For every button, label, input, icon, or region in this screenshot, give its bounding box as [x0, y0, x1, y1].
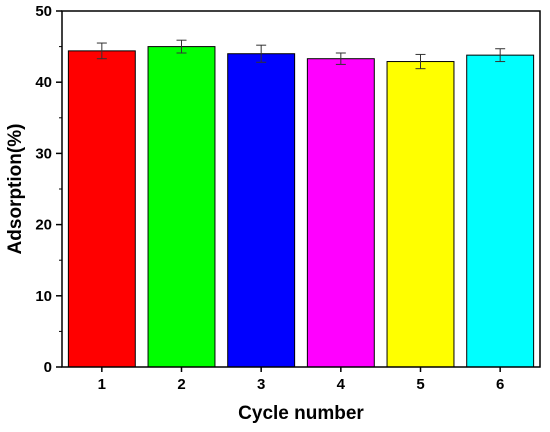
y-tick-label: 50 [35, 3, 52, 20]
bars-group [67, 46, 535, 368]
x-tick-label: 3 [257, 376, 265, 393]
y-tick-label: 10 [35, 288, 52, 305]
error-bars-group [96, 39, 506, 70]
bar-cycle-1 [67, 50, 136, 368]
x-tick-label: 4 [337, 376, 346, 393]
y-tick-label: 30 [35, 145, 52, 162]
y-tick-label: 40 [35, 74, 52, 91]
bar-cycle-6 [466, 54, 535, 368]
x-tick-label: 6 [496, 376, 504, 393]
bar-cycle-3 [227, 53, 296, 368]
bar-cycle-4 [306, 58, 375, 368]
bar-cycle-2 [147, 46, 216, 368]
y-axis-title: Adsorption(%) [5, 124, 26, 255]
bar-cycle-5 [386, 61, 455, 368]
x-axis-title: Cycle number [238, 403, 364, 424]
x-tick-label: 1 [98, 376, 106, 393]
x-tick-label: 5 [416, 376, 424, 393]
y-tick-label: 20 [35, 217, 52, 234]
y-tick-label: 0 [44, 359, 52, 376]
x-tick-label: 2 [177, 376, 185, 393]
x-axis-ticks: 1 2 3 4 5 6 [98, 367, 504, 393]
y-axis-ticks: 0 10 20 30 40 50 [35, 3, 62, 376]
